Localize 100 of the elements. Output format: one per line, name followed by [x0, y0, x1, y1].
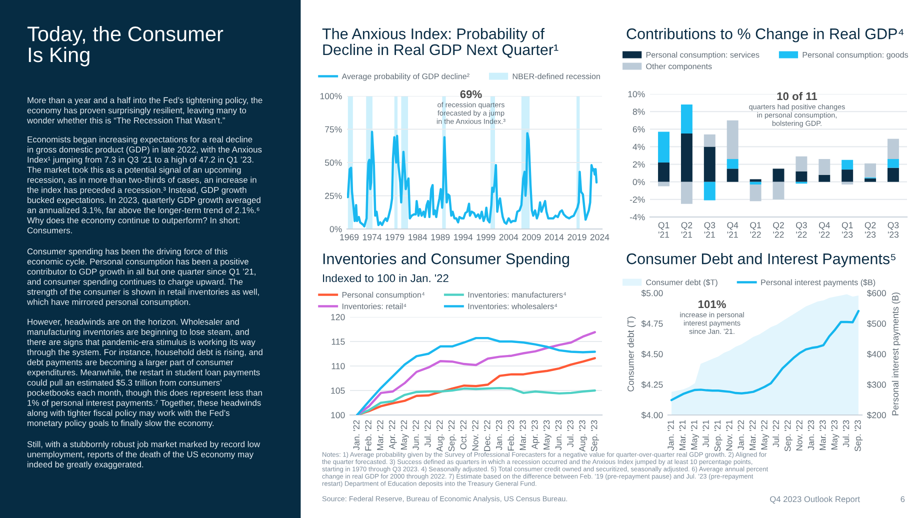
text: Still, with a stubbornly robust job market marked by record low unemployment, reports of the death of the US economy may indeed be greatly exaggerated. [27, 441, 260, 470]
bar [704, 134, 716, 147]
y2-tick-label: $400 [866, 350, 886, 358]
legend-label: Personal consumption: services [646, 52, 760, 60]
x-tick-label: Sep. '23 [591, 420, 599, 452]
x-tick-label: Q2 '21 [681, 222, 692, 238]
bar [680, 134, 692, 182]
x-tick-label: Jun. '23 [555, 420, 562, 450]
bar [796, 171, 808, 182]
bar [887, 138, 899, 160]
legend-label: Inventories: wholesalers⁴ [468, 303, 558, 310]
x-tick-label: Jan. '22 [353, 420, 360, 450]
bar [658, 132, 670, 163]
x-tick-label: Q4 '21 [727, 222, 738, 238]
x-tick-label: Q2 '22 [773, 222, 784, 238]
legend-label: Personal interest payments ($B) [761, 279, 876, 287]
bar [864, 178, 876, 182]
x-tick-label: May '22 [400, 420, 409, 450]
x-tick-label: Aug. '23 [579, 420, 588, 452]
y2-tick-label: $200 [866, 412, 886, 419]
bar [887, 159, 899, 168]
y-tick-label: 0% [632, 178, 645, 186]
chart-subtitle: Indexed to 100 in Jan. '22 [323, 274, 448, 282]
x-tick-label: Q3 '22 [796, 222, 807, 238]
bar [818, 159, 830, 175]
bar [887, 168, 899, 182]
y-tick-label: 105 [331, 388, 345, 394]
x-tick-label: Jul. '23 [567, 420, 574, 448]
x-tick-label: Oct. '22 [460, 420, 466, 450]
bar [842, 170, 854, 182]
x-tick-label: Q4 '22 [818, 222, 830, 238]
bar [864, 163, 876, 178]
x-tick-label: Jul. '22 [424, 420, 431, 448]
bar [750, 179, 762, 182]
bar [842, 182, 854, 184]
bar [658, 182, 670, 186]
bar [842, 160, 854, 170]
legend-label: Personal consumption⁴ [342, 292, 425, 300]
legend-label: Other components [646, 63, 712, 71]
x-tick-label: May '21 [691, 420, 699, 450]
text: 6 [900, 496, 905, 502]
y-tick-label: 0% [330, 226, 342, 232]
x-tick-label: 1969 [340, 234, 359, 240]
bar [658, 162, 670, 182]
bar [680, 182, 692, 204]
x-tick-label: Jan. '22 [738, 420, 744, 450]
x-tick-label: 2019 [568, 234, 586, 240]
chart-title: The Anxious Index: Probability of Decline in Real GDP Next Quarter¹ [322, 28, 558, 58]
x-tick-label: Nov. '22 [472, 420, 478, 450]
x-tick-label: 1984 [408, 234, 428, 240]
y-axis-title: Consumer debt (T) [627, 316, 636, 392]
y-tick-label: 8% [632, 108, 645, 115]
bar [796, 156, 808, 172]
y2-tick-label: $500 [866, 320, 886, 328]
x-tick-label: Sep. '22 [784, 420, 792, 452]
x-tick-label: Nov. '21 [726, 420, 732, 450]
y-tick-label: $4.50 [641, 350, 663, 358]
legend-label: Consumer debt ($T) [646, 279, 718, 287]
x-tick-label: Jan. '21 [668, 420, 674, 450]
bar [680, 104, 692, 134]
x-tick-label: Jun. '22 [412, 420, 419, 450]
x-tick-label: Mar. '21 [679, 420, 686, 450]
bar [818, 174, 830, 182]
bar [772, 182, 784, 200]
x-tick-label: Sep. '22 [448, 420, 456, 452]
x-tick-label: Feb. '23 [508, 420, 514, 450]
text: Consumer spending has been the driving force of this economic cycle. Personal consumption has been a positive contributor to GDP growth in all but one quarter since Q1 ’21, and consumer spending continues to charge upward. The strength of the consumer is shown in retail inventories as well, which have mirrored personal consumption. [26, 248, 259, 307]
line-series [670, 310, 860, 402]
bar [704, 146, 716, 182]
y-tick-label: 4% [632, 144, 645, 150]
x-tick-label: Jul. '23 [842, 420, 850, 448]
bar [750, 182, 762, 184]
bar [726, 120, 738, 160]
x-tick-label: 1994 [454, 234, 473, 240]
y-tick-label: $4.75 [641, 320, 663, 328]
y-tick-label: -4% [630, 214, 645, 220]
x-tick-label: Apr. '23 [532, 420, 540, 450]
x-tick-label: Apr. '22 [388, 420, 397, 450]
x-tick-label: Jul. '21 [702, 420, 709, 448]
y2-tick-label: $600 [866, 290, 886, 297]
x-tick-label: Sep. '21 [714, 420, 722, 452]
y2-axis-title: Personal interest payments (B) [892, 292, 900, 416]
y-tick-label: $5.00 [641, 290, 663, 297]
x-tick-label: 2014 [544, 234, 564, 240]
x-tick-label: 2004 [499, 234, 518, 240]
y-tick-label: 110 [332, 363, 345, 370]
x-tick-label: May '23 [831, 420, 840, 450]
y2-tick-label: $300 [866, 381, 886, 388]
bar [726, 159, 738, 169]
text: Q4 2023 Outlook Report [770, 496, 860, 504]
x-tick-label: Sep. '23 [854, 420, 863, 452]
x-tick-label: Jan. '23 [496, 420, 502, 450]
x-tick-label: Q2 '23 [864, 222, 876, 238]
bar [726, 168, 738, 182]
x-tick-label: Q1 '23 [842, 222, 853, 238]
text: More than a year and a half into the Fed’s tightening policy, the economy has proven surprisingly resilient, leaving many to wonder whether this is “The Recession That Wasn’t.” [26, 97, 262, 124]
x-tick-label: Q3 '21 [704, 222, 716, 238]
x-tick-label: Aug. '22 [436, 420, 444, 452]
x-tick-label: Nov. '22 [796, 420, 802, 450]
x-tick-label: Mar. '23 [520, 420, 526, 450]
